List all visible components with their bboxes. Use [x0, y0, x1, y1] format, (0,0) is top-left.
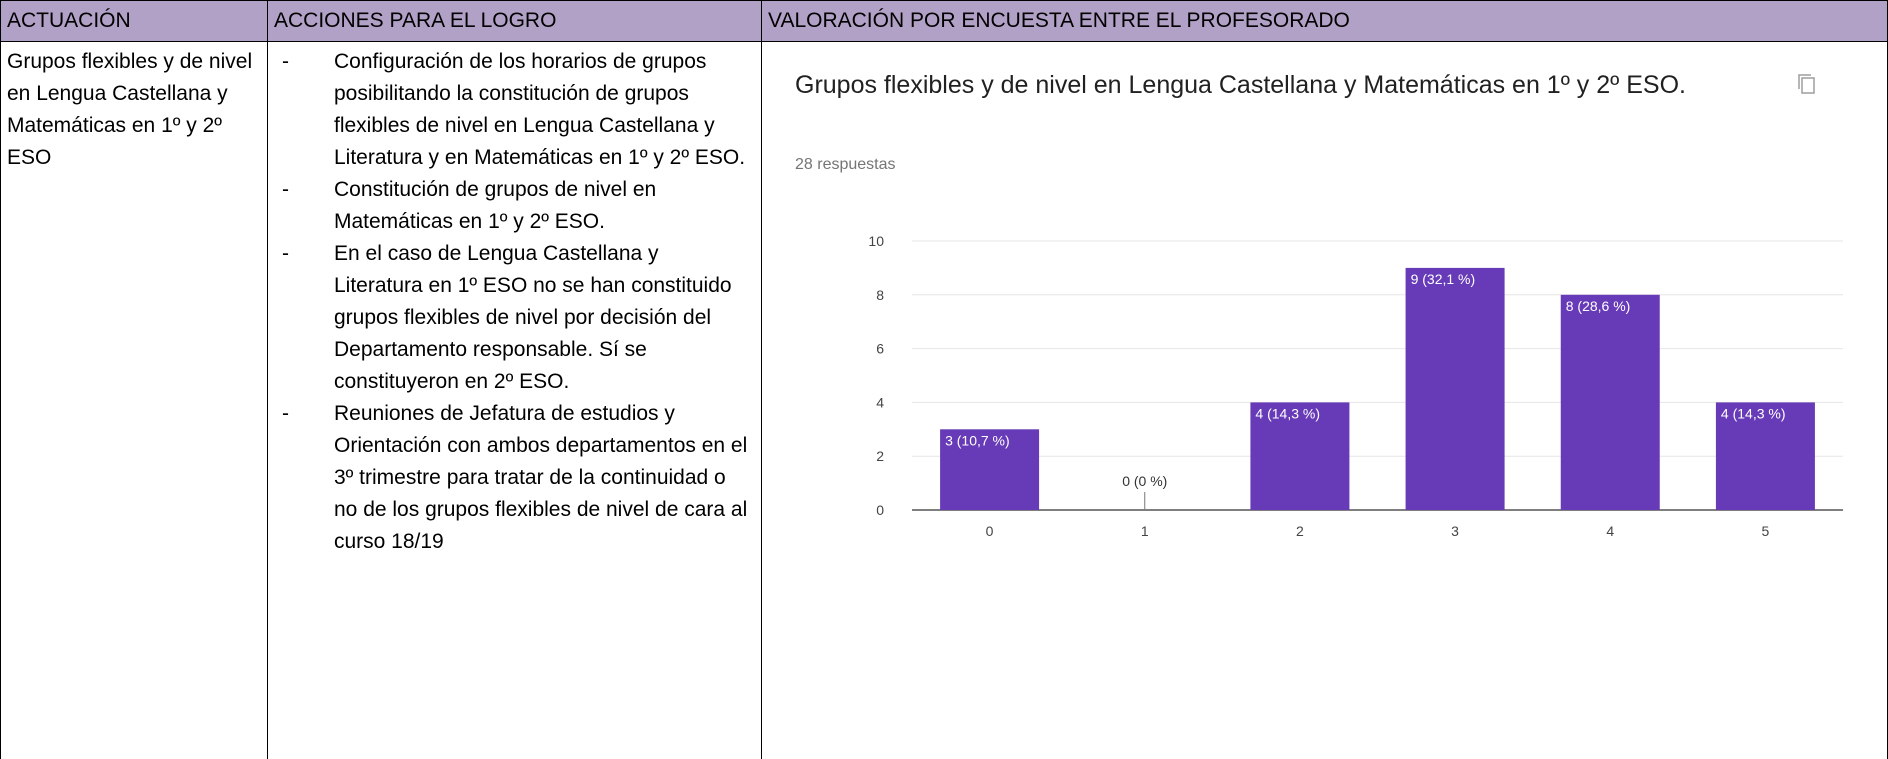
bar — [940, 429, 1040, 510]
y-tick-label: 10 — [868, 233, 884, 249]
x-tick-label: 1 — [1141, 523, 1149, 539]
action-text: Constitución de grupos de nivel en Matem… — [334, 178, 657, 233]
header-text: VALORACIÓN POR ENCUESTA ENTRE EL PROFESO… — [768, 9, 1350, 32]
bullet: - — [282, 50, 289, 73]
x-tick-label: 4 — [1606, 523, 1614, 539]
data-label: 9 (32,1 %) — [1411, 271, 1476, 287]
y-tick-label: 0 — [876, 502, 884, 518]
bar — [1560, 294, 1660, 510]
header-cell: VALORACIÓN POR ENCUESTA ENTRE EL PROFESO… — [761, 0, 1888, 42]
action-text: En el caso de Lengua Castellana y Litera… — [334, 242, 732, 393]
x-tick-label: 2 — [1296, 523, 1304, 539]
action-item: - Reuniones de Jefatura de estudios y Ori… — [268, 398, 762, 558]
action-item: - En el caso de Lengua Castellana y Liter… — [268, 238, 762, 398]
action-text: Reuniones de Jefatura de estudios y Orie… — [334, 402, 748, 553]
header-cell: ACTUACIÓN — [0, 0, 268, 42]
y-tick-label: 2 — [876, 448, 884, 464]
bar — [1715, 402, 1815, 510]
cell: - Configuración de los horarios de grupos… — [267, 41, 762, 759]
action-list: - Configuración de los horarios de grupos… — [268, 42, 762, 558]
data-label: 4 (14,3 %) — [1255, 405, 1320, 421]
header-cell: ACCIONES PARA EL LOGRO — [267, 0, 762, 42]
action-text: Configuración de los horarios de grupos … — [334, 50, 746, 169]
bar — [1405, 267, 1505, 510]
bar — [1250, 402, 1350, 510]
header-text: ACTUACIÓN — [7, 9, 131, 32]
bullet: - — [282, 402, 289, 425]
data-label: 4 (14,3 %) — [1721, 405, 1786, 421]
copy-icon[interactable] — [1798, 74, 1815, 94]
chart-title: Grupos flexibles y de nivel en Lengua Ca… — [795, 71, 1686, 99]
bullet: - — [282, 242, 289, 265]
data-label: 3 (10,7 %) — [945, 432, 1010, 448]
y-tick-label: 4 — [876, 394, 884, 410]
header-text: ACCIONES PARA EL LOGRO — [274, 9, 557, 32]
cell-text: Grupos flexibles y de nivel en Lengua Ca… — [7, 50, 253, 169]
chart-subtitle: 28 respuestas — [795, 156, 896, 173]
action-item: - Constitución de grupos de nivel en Mate… — [268, 174, 762, 238]
chart: 0 2 4 6 8 10 0 3 (10,7 %) 1 0 (0 %) 2 4 (14,3 %) 3 9 … — [868, 74, 1843, 539]
action-item: - Configuración de los horarios de grupos… — [268, 46, 762, 174]
y-tick-label: 8 — [876, 287, 884, 303]
bullet: - — [282, 178, 289, 201]
data-label: 0 (0 %) — [1122, 473, 1167, 489]
y-tick-label: 6 — [876, 341, 884, 357]
x-tick-label: 0 — [986, 523, 994, 539]
data-label: 8 (28,6 %) — [1566, 298, 1631, 314]
x-tick-label: 5 — [1762, 523, 1770, 539]
cell: Grupos flexibles y de nivel en Lengua Ca… — [0, 41, 268, 759]
x-tick-label: 3 — [1451, 523, 1459, 539]
